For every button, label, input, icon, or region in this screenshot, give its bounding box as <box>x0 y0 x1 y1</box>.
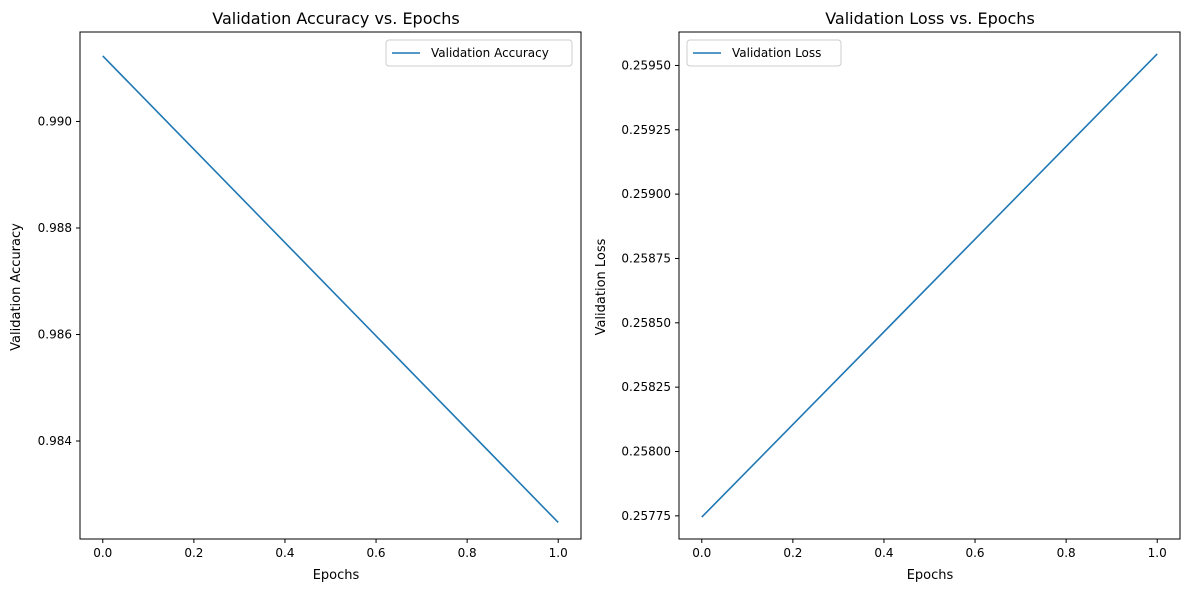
accuracy-chart-title: Validation Accuracy vs. Epochs <box>212 9 460 28</box>
loss-legend: Validation Loss <box>686 39 842 67</box>
loss-series-line <box>701 53 1158 518</box>
accuracy-y-tick-label: 0.988 <box>38 221 72 235</box>
loss-y-tick-label: 0.25850 <box>621 316 671 330</box>
accuracy-x-tick-label: 1.0 <box>549 546 568 560</box>
loss-x-axis-label: Epochs <box>907 568 954 583</box>
loss-chart: Validation Loss vs. Epochs Epochs Valida… <box>594 9 1181 583</box>
loss-y-axis-label: Validation Loss <box>594 238 609 335</box>
accuracy-y-tick-label: 0.990 <box>38 114 72 128</box>
loss-legend-label: Validation Loss <box>732 46 821 60</box>
accuracy-x-tick-label: 0.8 <box>458 546 477 560</box>
accuracy-chart: Validation Accuracy vs. Epochs Epochs Va… <box>9 9 582 583</box>
accuracy-series-line <box>102 55 559 524</box>
accuracy-legend: Validation Accuracy <box>385 39 573 67</box>
loss-y-tick-label: 0.25800 <box>621 444 671 458</box>
loss-plot-frame <box>678 31 1181 540</box>
accuracy-x-tick-label: 0.4 <box>275 546 294 560</box>
loss-x-tick-label: 0.6 <box>965 546 984 560</box>
accuracy-legend-label: Validation Accuracy <box>431 46 549 60</box>
accuracy-x-tick-label: 0.2 <box>184 546 203 560</box>
loss-y-tick-label: 0.25875 <box>621 251 671 265</box>
accuracy-y-tick-label: 0.986 <box>38 327 72 341</box>
accuracy-x-axis-label: Epochs <box>313 568 360 583</box>
accuracy-plot-frame <box>79 31 582 540</box>
accuracy-x-tick-label: 0.0 <box>93 546 112 560</box>
loss-x-tick-label: 1.0 <box>1148 546 1167 560</box>
loss-legend-box <box>686 39 842 67</box>
loss-x-tick-label: 0.4 <box>874 546 893 560</box>
loss-y-tick-label: 0.25825 <box>621 380 671 394</box>
loss-y-tick-label: 0.25775 <box>621 509 671 523</box>
loss-y-tick-label: 0.25950 <box>621 58 671 72</box>
accuracy-legend-box <box>385 39 573 67</box>
loss-x-tick-label: 0.0 <box>692 546 711 560</box>
loss-chart-title: Validation Loss vs. Epochs <box>825 9 1035 28</box>
loss-x-tick-label: 0.2 <box>783 546 802 560</box>
loss-x-tick-label: 0.8 <box>1057 546 1076 560</box>
accuracy-x-tick-label: 0.6 <box>366 546 385 560</box>
accuracy-y-tick-label: 0.984 <box>38 434 72 448</box>
loss-y-tick-label: 0.25925 <box>621 123 671 137</box>
accuracy-y-axis-label: Validation Accuracy <box>9 223 24 351</box>
loss-y-tick-label: 0.25900 <box>621 187 671 201</box>
